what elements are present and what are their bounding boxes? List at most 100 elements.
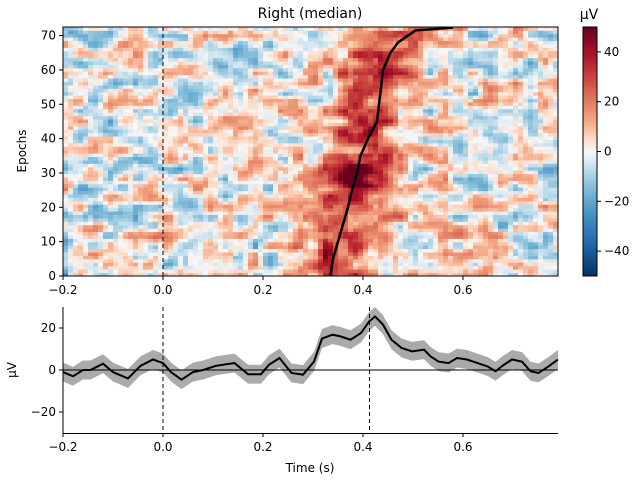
heatmap-cell <box>483 115 489 120</box>
heatmap-cell <box>118 119 124 123</box>
heatmap-cell <box>198 105 204 110</box>
heatmap-cell <box>483 255 489 260</box>
heatmap-cell <box>338 129 344 134</box>
heatmap-cell <box>513 119 519 123</box>
heatmap-cell <box>213 211 219 215</box>
heatmap-cell <box>63 245 69 250</box>
heatmap-cell <box>213 238 219 243</box>
heatmap-cell <box>248 207 254 212</box>
heatmap-cell <box>443 136 449 140</box>
heatmap-cell <box>323 228 329 233</box>
heatmap-cell <box>143 224 149 229</box>
heatmap-cell <box>513 166 519 171</box>
heatmap-cell <box>413 119 419 123</box>
heatmap-cell <box>413 183 419 188</box>
heatmap-cell <box>263 136 269 140</box>
heatmap-cell <box>93 170 99 175</box>
heatmap-cell <box>363 170 369 175</box>
heatmap-cell <box>468 183 474 188</box>
heatmap-cell <box>68 252 74 256</box>
heatmap-cell <box>438 262 444 267</box>
heatmap-cell <box>543 197 549 202</box>
heatmap-cell <box>498 177 504 181</box>
heatmap-cell <box>518 200 524 205</box>
heatmap-cell <box>243 177 249 181</box>
heatmap-cell <box>363 153 369 158</box>
heatmap-cell <box>433 214 439 219</box>
heatmap-cell <box>493 269 499 273</box>
heatmap-cell <box>253 248 259 253</box>
heatmap-cell <box>198 190 204 195</box>
heatmap-cell <box>283 200 289 205</box>
heatmap-cell <box>308 272 314 277</box>
heatmap-cell <box>528 108 534 113</box>
heatmap-cell <box>473 224 479 229</box>
heatmap-cell <box>438 166 444 171</box>
heatmap-cell <box>63 235 69 239</box>
heatmap-cell <box>63 139 69 144</box>
heatmap-cell <box>408 105 414 110</box>
heatmap-cell <box>93 200 99 205</box>
heatmap-cell <box>528 180 534 185</box>
heatmap-cell <box>353 187 359 192</box>
heatmap-cell <box>153 190 159 195</box>
heatmap-cell <box>63 211 69 215</box>
heatmap-cell <box>398 119 404 123</box>
heatmap-cell <box>153 200 159 205</box>
heatmap-cell <box>293 258 299 263</box>
heatmap-cell <box>343 252 349 256</box>
heatmap-cell <box>168 146 174 151</box>
heatmap-cell <box>378 173 384 178</box>
heatmap-cell <box>483 146 489 151</box>
heatmap-cell <box>368 258 374 263</box>
heatmap-cell <box>228 252 234 256</box>
heatmap-cell <box>103 129 109 134</box>
heatmap-cell <box>473 115 479 120</box>
heatmap-cell <box>93 132 99 137</box>
heatmap-cell <box>238 183 244 188</box>
heatmap-cell <box>163 170 169 175</box>
heatmap-cell <box>413 170 419 175</box>
heatmap-cell <box>273 214 279 219</box>
heatmap-cell <box>133 258 139 263</box>
heatmap-cell <box>208 122 214 127</box>
heatmap-cell <box>453 146 459 151</box>
heatmap-cell <box>543 200 549 205</box>
heatmap-cell <box>133 265 139 270</box>
heatmap-cell <box>83 255 89 260</box>
heatmap-cell <box>338 255 344 260</box>
heatmap-cell <box>353 105 359 110</box>
heatmap-cell <box>368 105 374 110</box>
heatmap-cell <box>233 187 239 192</box>
heatmap-cell <box>313 265 319 270</box>
heatmap-cell <box>383 163 389 168</box>
heatmap-cell <box>528 146 534 151</box>
heatmap-cell <box>283 160 289 164</box>
heatmap-cell <box>83 166 89 171</box>
heatmap-cell <box>213 204 219 209</box>
heatmap-cell <box>453 163 459 168</box>
heatmap-cell <box>253 112 259 117</box>
heatmap-cell <box>378 238 384 243</box>
heatmap-cell <box>288 115 294 120</box>
heatmap-cell <box>233 214 239 219</box>
heatmap-cell <box>293 125 299 130</box>
heatmap-cell <box>228 218 234 222</box>
heatmap-cell <box>273 183 279 188</box>
heatmap-cell <box>163 248 169 253</box>
heatmap-cell <box>248 231 254 236</box>
heatmap-cell <box>493 129 499 134</box>
heatmap-cell <box>343 218 349 222</box>
heatmap-cell <box>443 258 449 263</box>
heatmap-cell <box>183 269 189 273</box>
heatmap-cell <box>348 166 354 171</box>
heatmap-cell <box>303 105 309 110</box>
heatmap-cell <box>478 166 484 171</box>
heatmap-cell <box>548 139 554 144</box>
heatmap-cell <box>163 153 169 158</box>
heatmap-cell <box>83 197 89 202</box>
heatmap-cell <box>288 235 294 239</box>
heatmap-cell <box>243 248 249 253</box>
heatmap-cell <box>503 194 509 198</box>
heatmap-cell <box>403 173 409 178</box>
